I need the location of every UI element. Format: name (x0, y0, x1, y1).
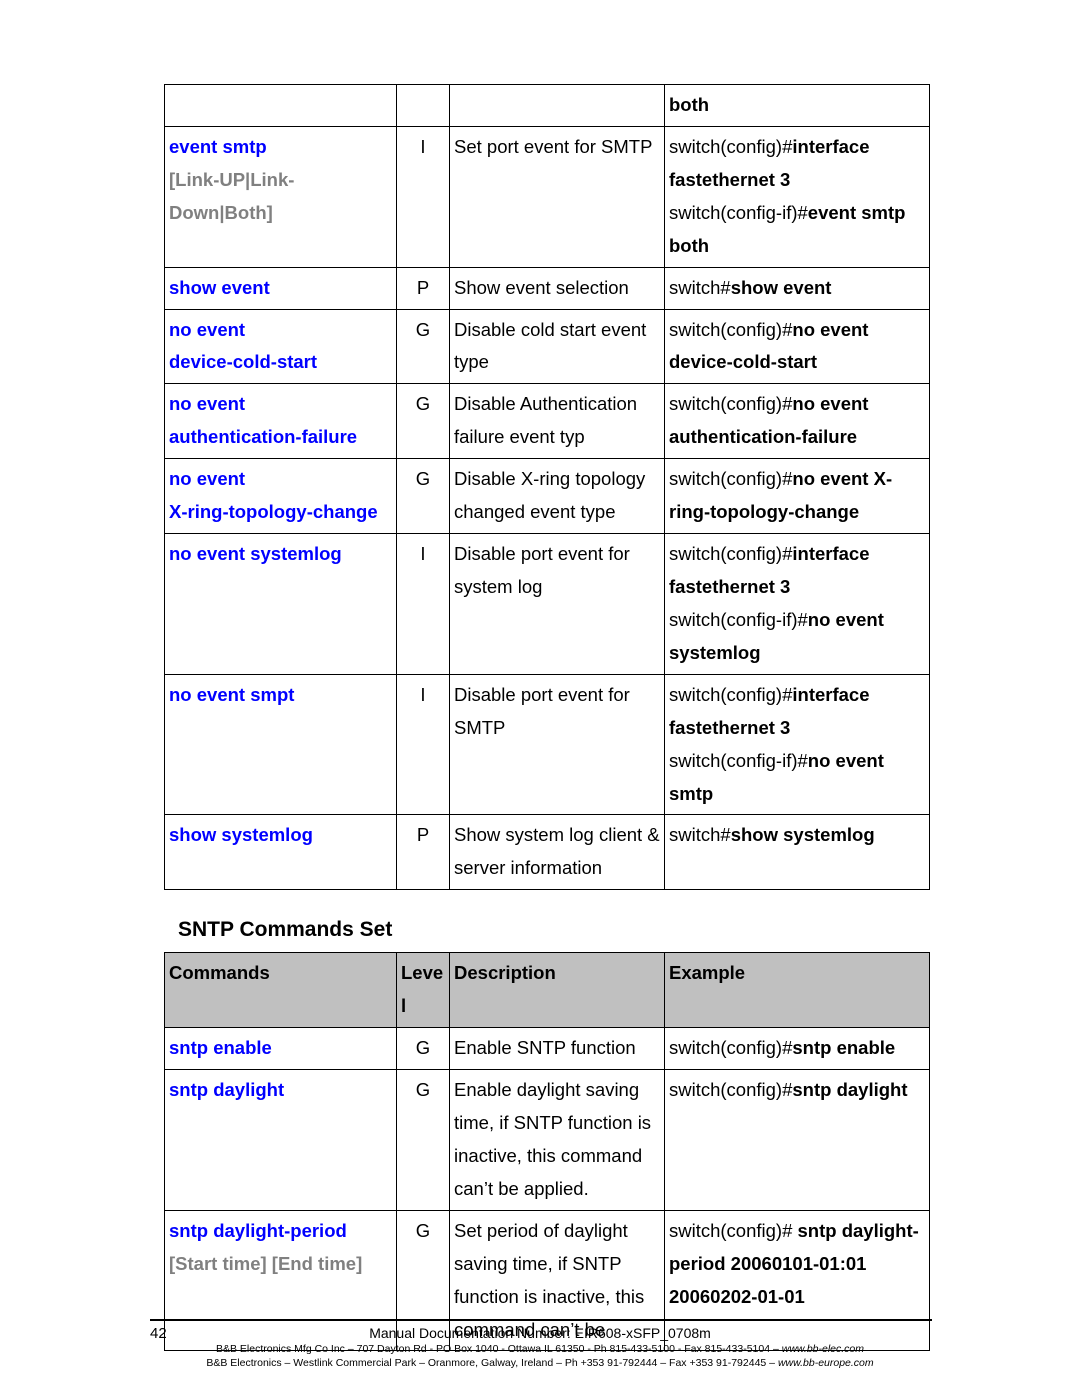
footer-us-url: www.bb-elec.com (782, 1343, 864, 1355)
level-cell: P (397, 815, 450, 890)
footer-eu-text: B&B Electronics – Westlink Commercial Pa… (206, 1357, 778, 1369)
footer-address-us: B&B Electronics Mfg Co Inc – 707 Dayton … (0, 1343, 1080, 1355)
page-content: bothevent smtp [Link-UP|Link-Down|Both]I… (164, 84, 927, 1351)
sntp-section-heading: SNTP Commands Set (178, 918, 927, 942)
command-cell: no eventX-ring-topology-change (165, 459, 397, 534)
command-cell: sntp daylight (165, 1070, 397, 1211)
table-row: no eventX-ring-topology-changeGDisable X… (165, 459, 930, 534)
column-header: Description (450, 953, 665, 1028)
page-number: 42 (150, 1325, 167, 1342)
example-cell: switch(config)#interface fastethernet 3s… (665, 674, 930, 815)
level-cell: G (397, 1070, 450, 1211)
column-header: Level (397, 953, 450, 1028)
description-cell: Disable Authentication failure event typ (450, 384, 665, 459)
level-cell: I (397, 674, 450, 815)
column-header: Example (665, 953, 930, 1028)
page-footer: 42 Manual Documentation Number: EIR608-x… (0, 1319, 1080, 1369)
table-row: no eventauthentication-failureGDisable A… (165, 384, 930, 459)
table-row: no event systemlogIDisable port event fo… (165, 534, 930, 675)
footer-eu-url: www.bb-europe.com (778, 1357, 874, 1369)
example-cell: switch#show systemlog (665, 815, 930, 890)
command-cell: no event smpt (165, 674, 397, 815)
command-cell (165, 85, 397, 127)
table-row: show systemlogPShow system log client & … (165, 815, 930, 890)
command-cell: no eventdevice-cold-start (165, 309, 397, 384)
example-cell: switch(config)#sntp enable (665, 1028, 930, 1070)
level-cell: P (397, 267, 450, 309)
command-cell: no eventauthentication-failure (165, 384, 397, 459)
level-cell: G (397, 1028, 450, 1070)
footer-rule (150, 1319, 932, 1321)
description-cell: Set port event for SMTP (450, 126, 665, 267)
table-row: no eventdevice-cold-startGDisable cold s… (165, 309, 930, 384)
level-cell: G (397, 459, 450, 534)
command-cell: show event (165, 267, 397, 309)
table-row: sntp daylightGEnable daylight saving tim… (165, 1070, 930, 1211)
example-cell: switch#show event (665, 267, 930, 309)
command-cell: sntp enable (165, 1028, 397, 1070)
example-cell: switch(config)#no event device-cold-star… (665, 309, 930, 384)
table-row: sntp enableGEnable SNTP functionswitch(c… (165, 1028, 930, 1070)
description-cell: Disable port event for system log (450, 534, 665, 675)
level-cell: I (397, 126, 450, 267)
description-cell: Disable port event for SMTP (450, 674, 665, 815)
command-cell: event smtp [Link-UP|Link-Down|Both] (165, 126, 397, 267)
command-cell: no event systemlog (165, 534, 397, 675)
description-cell (450, 85, 665, 127)
description-cell: Enable daylight saving time, if SNTP fun… (450, 1070, 665, 1211)
table-row: show eventPShow event selectionswitch#sh… (165, 267, 930, 309)
level-cell: I (397, 534, 450, 675)
table-row: event smtp [Link-UP|Link-Down|Both]ISet … (165, 126, 930, 267)
level-cell (397, 85, 450, 127)
description-cell: Enable SNTP function (450, 1028, 665, 1070)
command-cell: show systemlog (165, 815, 397, 890)
level-cell: G (397, 309, 450, 384)
description-cell: Disable X-ring topology changed event ty… (450, 459, 665, 534)
level-cell: G (397, 384, 450, 459)
column-header: Commands (165, 953, 397, 1028)
description-cell: Disable cold start event type (450, 309, 665, 384)
table-row: no event smptIDisable port event for SMT… (165, 674, 930, 815)
example-cell: switch(config)#no event X-ring-topology-… (665, 459, 930, 534)
example-cell: switch(config)#sntp daylight (665, 1070, 930, 1211)
description-cell: Show system log client & server informat… (450, 815, 665, 890)
example-cell: switch(config)#no event authentication-f… (665, 384, 930, 459)
footer-address-eu: B&B Electronics – Westlink Commercial Pa… (0, 1357, 1080, 1369)
event-commands-table: bothevent smtp [Link-UP|Link-Down|Both]I… (164, 84, 930, 890)
footer-us-text: B&B Electronics Mfg Co Inc – 707 Dayton … (216, 1343, 782, 1355)
description-cell: Show event selection (450, 267, 665, 309)
example-cell: switch(config)#interface fastethernet 3s… (665, 126, 930, 267)
table-row: both (165, 85, 930, 127)
example-cell: both (665, 85, 930, 127)
example-cell: switch(config)#interface fastethernet 3s… (665, 534, 930, 675)
sntp-commands-table: CommandsLevelDescriptionExample sntp ena… (164, 952, 930, 1351)
